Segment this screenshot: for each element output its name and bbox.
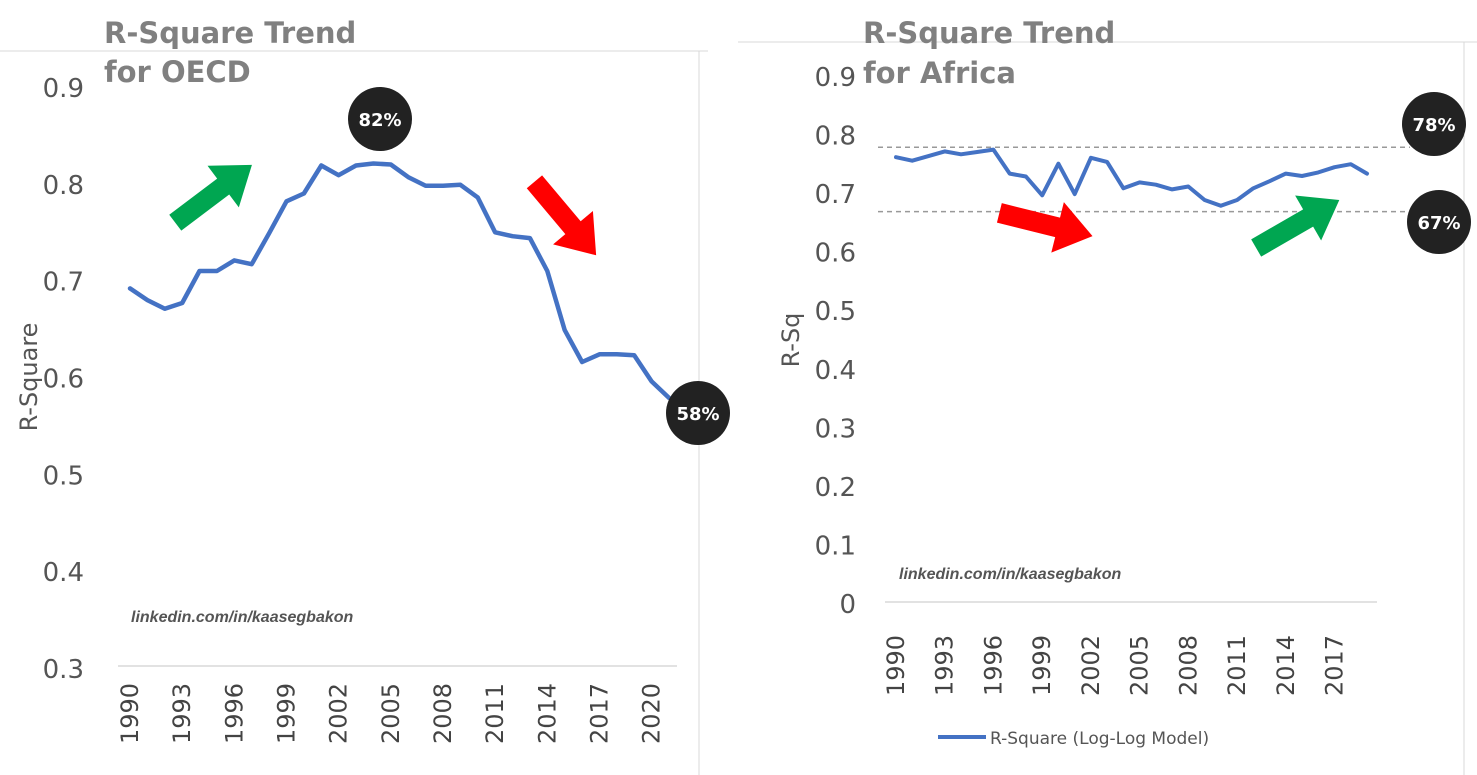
- africa-x-tick-labels: 1990 1993 1996 1999 2002 2005 2008 2011 2014 2017: [882, 635, 1349, 696]
- africa-x-tick-label: 2014: [1272, 635, 1300, 696]
- africa-lower-badge-label: 67%: [1417, 213, 1460, 234]
- africa-x-tick-label: 2011: [1223, 635, 1251, 696]
- africa-y-tick-label: 0.6: [815, 239, 856, 269]
- africa-x-tick-label: 1996: [979, 635, 1007, 696]
- africa-lower-badge: 67%: [1407, 190, 1471, 254]
- oecd-chart: R-Square Trend for OECD 0.90.80.70.60.50…: [15, 16, 730, 744]
- africa-y-tick-label: 0.3: [815, 414, 856, 444]
- oecd-y-tick-label: 0.6: [43, 365, 84, 395]
- oecd-y-tick-label: 0.9: [43, 74, 84, 104]
- oecd-x-tick-label: 2008: [429, 683, 457, 744]
- oecd-x-tick-label: 2014: [533, 683, 561, 744]
- africa-x-tick-label: 2008: [1174, 635, 1202, 696]
- oecd-x-tick-label: 2011: [481, 683, 509, 744]
- oecd-x-tick-label: 2020: [638, 683, 666, 744]
- oecd-up-arrow: [169, 164, 252, 231]
- africa-y-tick-label: 0.5: [815, 297, 856, 327]
- africa-down-arrow-shape: [996, 202, 1093, 253]
- oecd-title-line2: for OECD: [104, 55, 251, 89]
- africa-x-tick-label: 1990: [882, 635, 910, 696]
- oecd-y-axis-title: R-Square: [15, 323, 43, 432]
- oecd-peak-badge-circle: [348, 87, 412, 151]
- africa-legend: R-Square (Log-Log Model): [938, 729, 1209, 749]
- oecd-credit: linkedin.com/in/kaasegbakon: [131, 609, 354, 626]
- oecd-y-tick-label: 0.5: [43, 461, 84, 491]
- oecd-x-tick-label: 1996: [220, 683, 248, 744]
- africa-y-tick-label: 0.1: [815, 531, 856, 561]
- oecd-y-tick-label: 0.7: [43, 268, 84, 298]
- africa-y-tick-label: 0.2: [815, 473, 856, 503]
- africa-y-tick-label: 0: [839, 590, 856, 620]
- africa-upper-badge: 78%: [1402, 92, 1466, 156]
- africa-up-arrow-shape: [1251, 195, 1340, 257]
- africa-credit: linkedin.com/in/kaasegbakon: [899, 566, 1122, 583]
- africa-legend-label: R-Square (Log-Log Model): [990, 729, 1209, 749]
- oecd-peak-badge: 82%: [348, 87, 412, 151]
- oecd-x-tick-label: 1999: [272, 683, 300, 744]
- africa-y-tick-label: 0.7: [815, 180, 856, 210]
- oecd-up-arrow-shape: [169, 164, 252, 231]
- oecd-x-tick-label: 2002: [325, 683, 353, 744]
- africa-x-tick-label: 1999: [1028, 635, 1056, 696]
- oecd-down-arrow: [526, 175, 597, 256]
- africa-y-axis-title: R-Sq: [777, 313, 805, 368]
- oecd-x-tick-label: 1993: [168, 683, 196, 744]
- africa-upper-badge-label: 78%: [1412, 115, 1455, 136]
- africa-title-line1: R-Square Trend: [863, 16, 1115, 50]
- africa-up-arrow: [1251, 195, 1340, 257]
- africa-chart: R-Square Trend for Africa 0.90.80.70.60.…: [777, 16, 1471, 749]
- oecd-y-tick-label: 0.3: [43, 655, 84, 685]
- oecd-down-arrow-shape: [526, 175, 597, 256]
- africa-y-tick-label: 0.4: [815, 356, 856, 386]
- africa-title-line2: for Africa: [863, 56, 1016, 90]
- africa-y-tick-labels: 0.9 0.8 0.7 0.6 0.5 0.4 0.3 0.2 0.1 0: [815, 63, 856, 620]
- oecd-end-badge: 58%: [666, 381, 730, 445]
- africa-upper-badge-circle: [1402, 92, 1466, 156]
- oecd-x-tick-labels: 1990 1993 1996 1999 2002 2005 2008 2011 2014 2017…: [116, 683, 666, 744]
- oecd-y-tick-label: 0.8: [43, 171, 84, 201]
- africa-lower-badge-circle: [1407, 190, 1471, 254]
- africa-down-arrow: [996, 202, 1093, 253]
- africa-series-line: [894, 147, 1369, 208]
- africa-y-tick-label: 0.8: [815, 122, 856, 152]
- oecd-title-line1: R-Square Trend: [104, 16, 356, 50]
- oecd-x-tick-label: 2005: [377, 683, 405, 744]
- africa-x-tick-label: 1993: [931, 635, 959, 696]
- oecd-x-tick-label: 1990: [116, 683, 144, 744]
- oecd-peak-badge-label: 82%: [358, 110, 401, 131]
- oecd-series-line: [127, 161, 672, 401]
- oecd-end-badge-label: 58%: [676, 404, 719, 425]
- oecd-y-tick-label: 0.4: [43, 558, 84, 588]
- africa-x-tick-label: 2002: [1077, 635, 1105, 696]
- africa-x-tick-label: 2017: [1321, 635, 1349, 696]
- oecd-end-badge-circle: [666, 381, 730, 445]
- africa-x-tick-label: 2005: [1126, 635, 1154, 696]
- oecd-x-tick-label: 2017: [585, 683, 613, 744]
- africa-y-tick-label: 0.9: [815, 63, 856, 93]
- oecd-y-tick-labels: 0.9 0.8 0.7 0.6 0.5 0.4 0.3: [43, 74, 84, 685]
